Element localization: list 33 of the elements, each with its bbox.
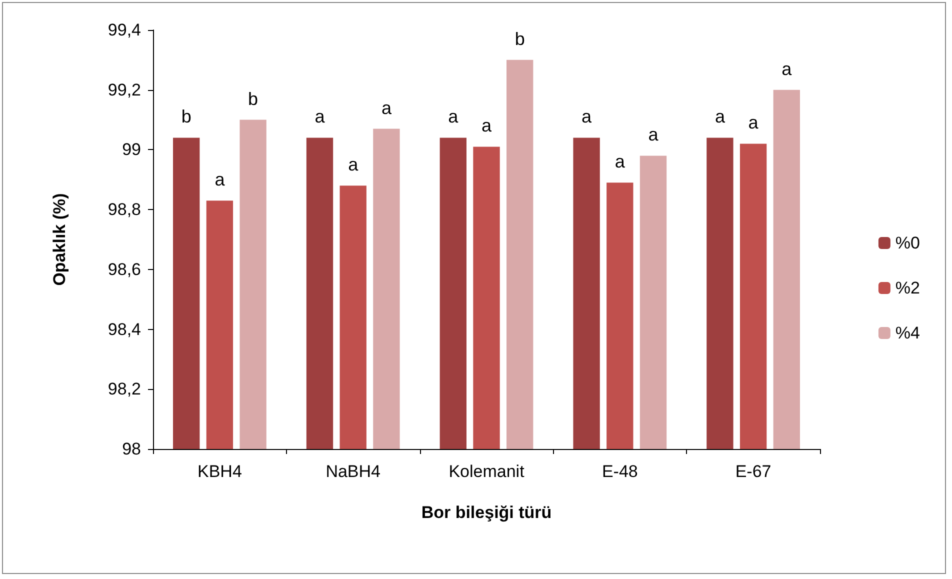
data-label: a xyxy=(448,106,460,127)
y-tick-label: 99 xyxy=(122,140,141,160)
y-tick-label: 98 xyxy=(122,440,141,458)
y-tick-label: 98,2 xyxy=(108,380,141,399)
data-label: a xyxy=(348,154,360,175)
data-label: b xyxy=(514,28,525,49)
data-label: a xyxy=(214,170,226,190)
legend-label: %2 xyxy=(895,278,920,298)
data-label: a xyxy=(648,124,660,145)
y-tick-label: 99,4 xyxy=(108,20,141,40)
y-tick-label: 99,2 xyxy=(108,80,141,100)
legend-label: %0 xyxy=(895,234,920,252)
data-label: a xyxy=(314,106,326,127)
data-label: b xyxy=(181,106,192,127)
y-axis-title: Opaklık (%) xyxy=(50,193,69,286)
x-tick-label: E-67 xyxy=(735,462,772,481)
data-label: a xyxy=(582,106,593,127)
data-label: a xyxy=(748,112,760,133)
data-label: a xyxy=(381,98,392,118)
x-tick-label: E-48 xyxy=(602,462,638,481)
y-tick-label: 98,8 xyxy=(108,200,141,220)
data-label: a xyxy=(714,106,726,127)
y-tick-label: 98,6 xyxy=(108,260,141,279)
x-axis-title: Bor bileşiği türü xyxy=(421,503,552,522)
data-label: a xyxy=(782,58,793,79)
x-tick-label: NaBH4 xyxy=(326,462,381,481)
data-label: a xyxy=(614,152,626,172)
x-tick-label: KBH4 xyxy=(197,462,242,481)
legend-label: %4 xyxy=(895,324,920,342)
data-label: b xyxy=(248,88,258,109)
x-tick-label: Kolemanit xyxy=(448,462,525,481)
data-label: a xyxy=(481,116,492,136)
y-tick-label: 98,4 xyxy=(108,320,141,339)
